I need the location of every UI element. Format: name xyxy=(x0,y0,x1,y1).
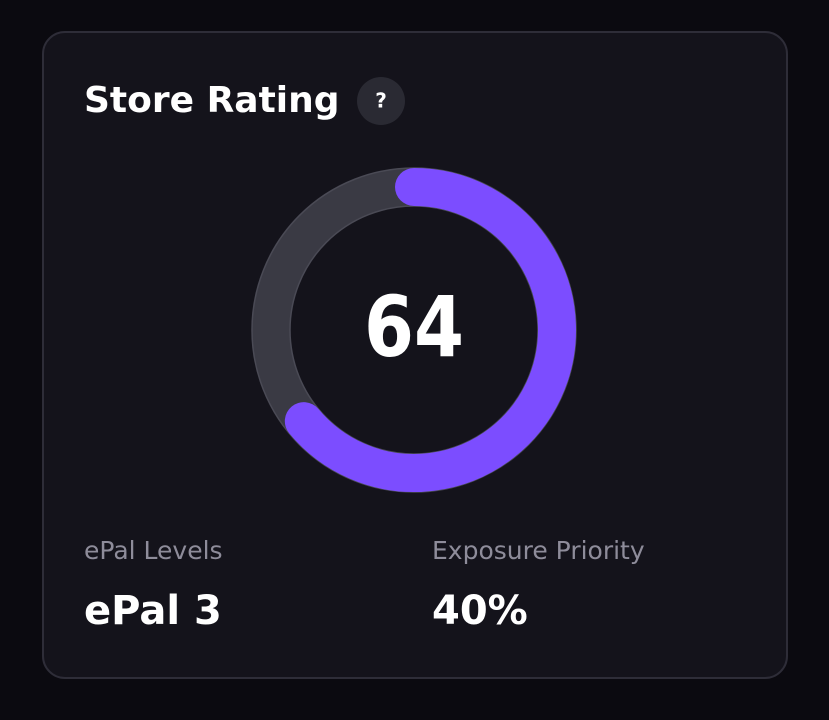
gauge-arc xyxy=(284,168,576,492)
stat-label: Exposure Priority xyxy=(432,536,645,565)
card-title: Store Rating xyxy=(84,80,340,121)
stat-label: ePal Levels xyxy=(84,536,223,565)
help-icon[interactable]: ? xyxy=(375,89,387,113)
stat-value: 40% xyxy=(432,588,528,634)
stat-value: ePal 3 xyxy=(84,588,222,634)
rating-value: 64 xyxy=(364,278,464,376)
help-button[interactable] xyxy=(357,77,405,125)
card xyxy=(42,31,788,679)
